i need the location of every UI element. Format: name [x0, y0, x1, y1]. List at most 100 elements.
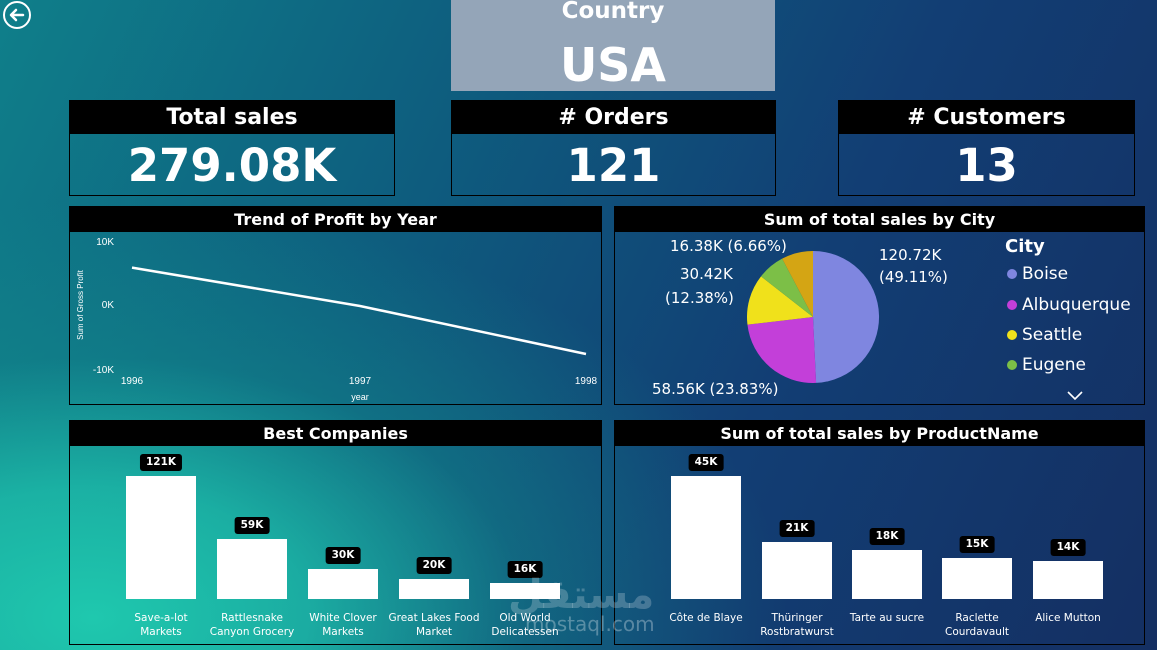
legend-scroll-down-icon[interactable] — [1066, 390, 1084, 402]
pie-label-seattle-pct: (12.38%) — [665, 289, 734, 307]
kpi-orders-value: 121 — [566, 139, 661, 192]
legend-label: Albuquerque — [1022, 295, 1131, 315]
bar-data-label: 15K — [959, 536, 995, 553]
x-tick-label: 1997 — [349, 376, 372, 387]
category-label: Thüringer Rostbratwurst — [749, 611, 845, 639]
bar[interactable] — [852, 549, 922, 599]
legend-item-eugene[interactable]: Eugene — [1007, 355, 1086, 375]
kpi-customers: # Customers 13 — [838, 100, 1135, 196]
kpi-customers-label: # Customers — [839, 101, 1134, 134]
category-label-line: Thüringer — [771, 612, 823, 624]
category-label: Save-a-lot Markets — [113, 611, 209, 639]
pie-slice-seattle[interactable] — [746, 276, 813, 325]
bar-data-label: 18K — [869, 527, 905, 545]
category-label-line: White Clover — [309, 612, 377, 624]
legend-item-boise[interactable]: Boise — [1007, 264, 1068, 284]
legend-dot-icon — [1007, 269, 1017, 279]
category-label-line: Courdavault — [945, 626, 1009, 638]
x-tick-label: 1996 — [121, 376, 144, 387]
pie-slice-albuquerque[interactable] — [747, 317, 817, 384]
pie-slice-other[interactable] — [782, 251, 813, 317]
bar-data-label: 20K — [416, 556, 452, 574]
category-label-line: Save-a-lot — [134, 612, 188, 624]
bar-data-label: 121K — [139, 454, 183, 471]
bar-data-label: 16K — [507, 560, 543, 578]
kpi-customers-value: 13 — [955, 139, 1018, 192]
category-label-line: Tarte au sucre — [849, 612, 925, 624]
x-tick-label: 1998 — [575, 376, 598, 387]
legend-item-seattle[interactable]: Seattle — [1007, 325, 1082, 345]
country-filter-value: USA — [559, 38, 667, 92]
y-axis-label: Sum of Gross Profit — [76, 269, 85, 340]
pie-label-boise-pct: (49.11%) — [879, 268, 948, 286]
watermark-url: mostaql.com — [525, 612, 655, 636]
x-axis-label: year — [351, 392, 369, 402]
legend-label: Seattle — [1022, 325, 1083, 345]
pie-slice-boise[interactable] — [813, 250, 880, 383]
profit-trend-title: Trend of Profit by Year — [70, 207, 601, 232]
kpi-total-sales: Total sales 279.08K — [69, 100, 395, 196]
category-label-line: Old World — [499, 612, 551, 624]
legend-dot-icon — [1007, 300, 1017, 310]
pie-label-boise: 120.72K — [879, 246, 942, 264]
bar-data-label: 14K — [1050, 538, 1086, 556]
country-filter-title: Country — [561, 0, 665, 24]
legend-label: Eugene — [1022, 355, 1086, 375]
bar[interactable] — [490, 582, 560, 599]
back-button[interactable] — [3, 1, 31, 29]
bar[interactable] — [942, 558, 1012, 599]
best-companies-panel[interactable]: Best Companies 121K Save-a-lot Markets 59K R… — [69, 420, 602, 645]
category-label-line: Delicatessen — [491, 626, 559, 638]
bar[interactable] — [126, 476, 196, 599]
category-label-line: Markets — [322, 626, 364, 638]
best-companies-title: Best Companies — [70, 421, 601, 446]
category-label: Alice Mutton — [1020, 611, 1116, 625]
category-label-line: Markets — [140, 626, 182, 638]
sales-by-city-panel[interactable]: Sum of total sales by City 16.38K (6.66%… — [614, 206, 1145, 405]
bar[interactable] — [1033, 560, 1103, 599]
pie-label-albuquerque: 58.56K (23.83%) — [652, 380, 779, 398]
legend-item-albuquerque[interactable]: Albuquerque — [1007, 295, 1131, 315]
category-label-line: Great Lakes Food — [388, 612, 480, 624]
pie-label-eugene: 16.38K (6.66%) — [670, 237, 787, 255]
category-label-line: Market — [415, 626, 453, 638]
category-label: Côte de Blaye — [658, 611, 754, 625]
legend-dot-icon — [1007, 360, 1017, 370]
bar[interactable] — [399, 578, 469, 599]
y-tick-label: 10K — [96, 237, 114, 248]
bar[interactable] — [671, 476, 741, 599]
kpi-total-sales-value: 279.08K — [127, 139, 337, 192]
category-label-line: Rattlesnake — [221, 612, 283, 624]
category-label: Raclette Courdavault — [929, 611, 1025, 639]
bar-data-label: 59K — [234, 517, 270, 534]
y-tick-label: 0K — [102, 300, 115, 311]
sales-by-city-chart — [746, 250, 880, 384]
bar-data-label: 45K — [688, 454, 724, 471]
bar[interactable] — [217, 539, 287, 599]
category-label: Tarte au sucre — [839, 611, 935, 625]
pie-slice-eugene[interactable] — [761, 258, 813, 317]
profit-series-line[interactable] — [131, 266, 587, 356]
bar-data-label: 30K — [325, 546, 361, 564]
bar[interactable] — [308, 568, 378, 599]
legend-title: City — [1005, 236, 1045, 257]
sales-by-city-title: Sum of total sales by City — [615, 207, 1144, 232]
category-label-line: Alice Mutton — [1035, 612, 1101, 624]
category-label-line: Rostbratwurst — [760, 626, 834, 638]
legend-dot-icon — [1007, 330, 1017, 340]
category-label-line: Canyon Grocery — [209, 626, 295, 638]
category-label-line: Raclette — [955, 612, 999, 624]
kpi-orders-label: # Orders — [452, 101, 775, 134]
category-label-line: Côte de Blaye — [669, 612, 743, 624]
arrow-left-icon — [9, 8, 25, 22]
kpi-orders: # Orders 121 — [451, 100, 776, 196]
watermark-logo: مستقل — [508, 572, 655, 618]
profit-trend-panel[interactable]: Trend of Profit by Year 10K 0K -10K Sum … — [69, 206, 602, 405]
category-label: White Clover Markets — [295, 611, 391, 639]
category-label: Old World Delicatessen — [477, 611, 573, 639]
legend-label: Boise — [1022, 264, 1069, 284]
sales-by-product-panel[interactable]: Sum of total sales by ProductName 45K Côt… — [614, 420, 1145, 645]
bar[interactable] — [762, 541, 832, 599]
bar-data-label: 21K — [779, 519, 815, 537]
country-filter-card[interactable]: Country USA — [451, 0, 775, 92]
